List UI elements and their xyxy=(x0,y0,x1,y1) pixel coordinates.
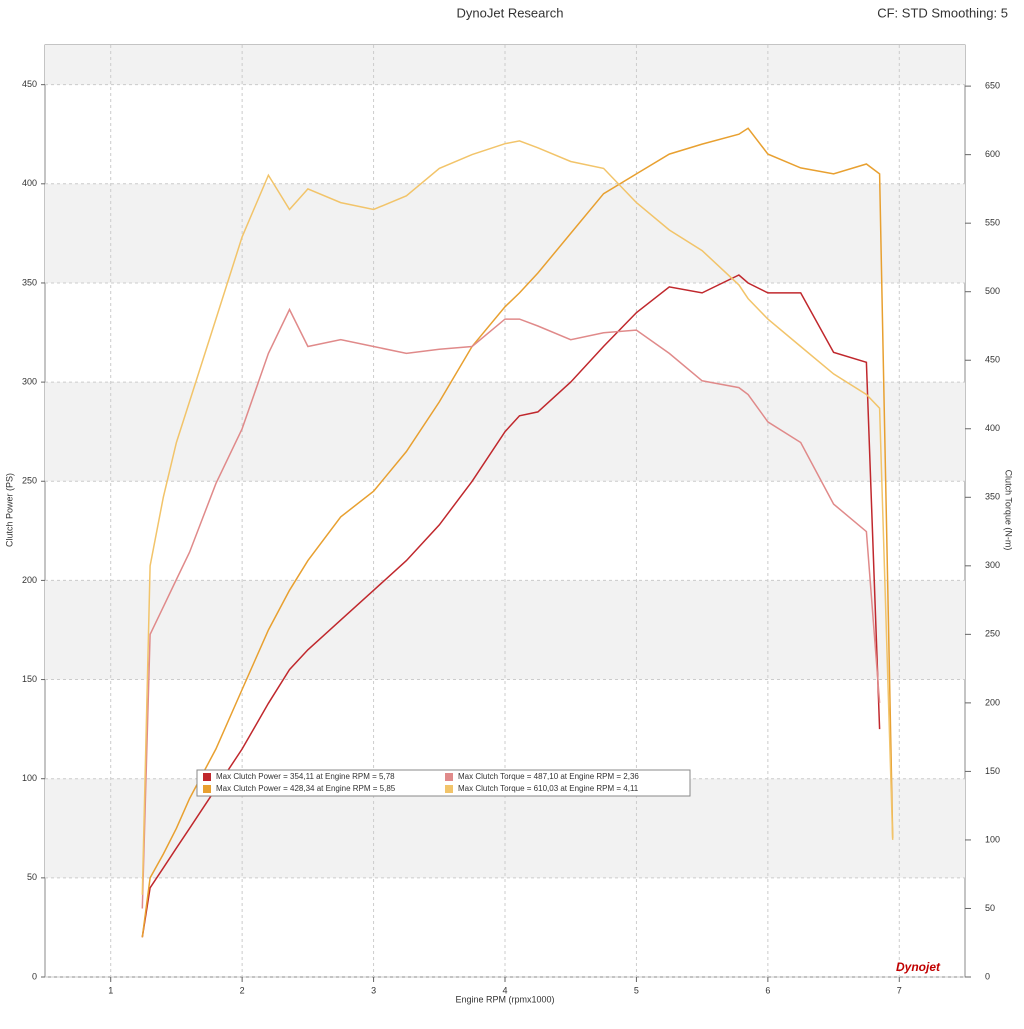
y2-tick-label: 200 xyxy=(985,697,1000,707)
y2-tick-label: 300 xyxy=(985,560,1000,570)
legend-label: Max Clutch Power = 428,34 at Engine RPM … xyxy=(216,784,396,793)
legend-swatch xyxy=(203,785,211,793)
x-tick-label: 7 xyxy=(897,985,902,995)
x-axis-label: Engine RPM (rpmx1000) xyxy=(455,994,554,1004)
y2-tick-label: 350 xyxy=(985,492,1000,502)
y2-tick-label: 550 xyxy=(985,218,1000,228)
legend-swatch xyxy=(445,785,453,793)
y-tick-label: 250 xyxy=(22,476,37,486)
settings: CF: STD Smoothing: 5 xyxy=(877,5,1008,20)
y2-tick-label: 100 xyxy=(985,834,1000,844)
y-tick-label: 450 xyxy=(22,79,37,89)
x-tick-label: 5 xyxy=(634,985,639,995)
legend-label: Max Clutch Torque = 487,10 at Engine RPM… xyxy=(458,772,639,781)
y-tick-label: 50 xyxy=(27,872,37,882)
x-tick-label: 2 xyxy=(240,985,245,995)
y-tick-label: 100 xyxy=(22,773,37,783)
y2-tick-label: 500 xyxy=(985,286,1000,296)
y2-tick-label: 450 xyxy=(985,355,1000,365)
y2-tick-label: 600 xyxy=(985,149,1000,159)
x-tick-label: 6 xyxy=(765,985,770,995)
legend-label: Max Clutch Torque = 610,03 at Engine RPM… xyxy=(458,784,639,793)
legend-swatch xyxy=(203,773,211,781)
x-tick-label: 3 xyxy=(371,985,376,995)
data-line xyxy=(141,140,894,895)
data-line xyxy=(141,307,881,909)
x-tick-label: 4 xyxy=(502,985,507,995)
y2-axis-label: Clutch Torque (N-m) xyxy=(1004,470,1014,551)
data-line xyxy=(141,127,894,938)
legend-swatch xyxy=(445,773,453,781)
x-tick-label: 1 xyxy=(108,985,113,995)
y-axis-label: Clutch Power (PS) xyxy=(4,473,14,547)
y-tick-label: 200 xyxy=(22,575,37,585)
y-tick-label: 0 xyxy=(32,971,37,981)
y-tick-label: 350 xyxy=(22,277,37,287)
y2-tick-label: 50 xyxy=(985,903,995,913)
y2-tick-label: 650 xyxy=(985,80,1000,90)
y2-tick-label: 150 xyxy=(985,766,1000,776)
logo: Dynojet xyxy=(896,960,941,974)
y2-tick-label: 250 xyxy=(985,629,1000,639)
legend-label: Max Clutch Power = 354,11 at Engine RPM … xyxy=(216,772,395,781)
legend-box xyxy=(196,769,691,797)
y2-tick-label: 0 xyxy=(985,971,990,981)
y-tick-label: 300 xyxy=(22,376,37,386)
y2-tick-label: 400 xyxy=(985,423,1000,433)
y-tick-label: 150 xyxy=(22,674,37,684)
y-tick-label: 400 xyxy=(22,178,37,188)
chart-title: DynoJet Research xyxy=(457,5,564,20)
